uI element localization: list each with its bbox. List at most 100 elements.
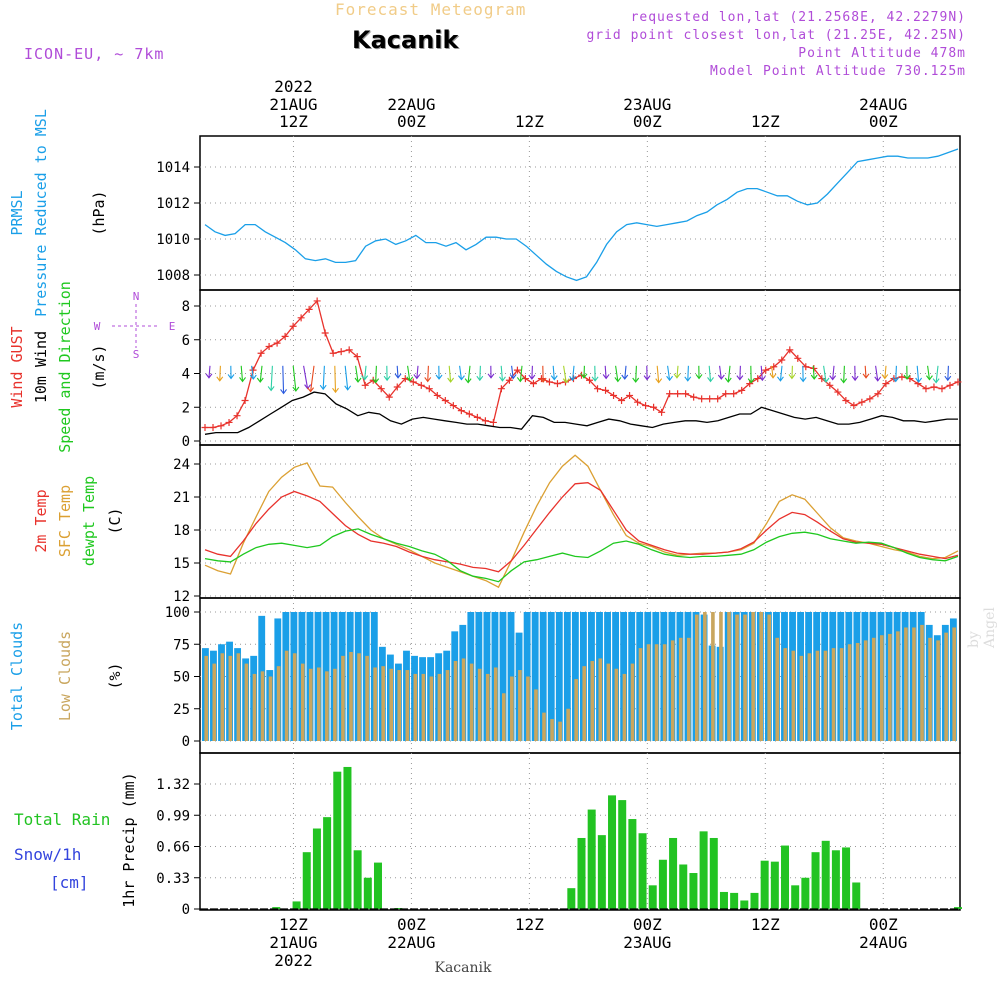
wind-arrow-head [528,374,536,380]
rain-bar [781,845,790,909]
total-cloud-bar [547,612,555,741]
rain-bar [740,900,749,909]
wind-direction-arrow [479,365,481,381]
bottom-hour-label: 00Z [397,915,426,934]
top-hour-label: 12Z [279,112,308,131]
low-cloud-bar [606,663,611,741]
low-cloud-bar [445,670,450,741]
y-tick-label: 4 [182,367,190,383]
low-cloud-bar [292,653,297,741]
low-cloud-bar [879,635,884,741]
gust-marker [353,353,361,361]
wind-direction-arrow [396,365,399,378]
series-dewpt-temp [204,528,959,583]
y-tick-label: 24 [173,457,190,473]
gust-marker [722,390,730,398]
wind-arrow-head [499,376,506,382]
panel-frame [199,135,961,291]
gust-marker [377,385,385,393]
wind-arrow-head [372,378,380,384]
wind-arrow-head [413,374,421,380]
compass-n: N [133,290,140,303]
gust-marker [634,398,642,406]
y-tick-label: 1010 [156,232,190,248]
wind-arrow-head [621,374,629,380]
y-tick-label: 75 [173,637,190,653]
low-cloud-bar [598,658,603,741]
gust-marker [858,398,866,406]
wind-arrow-head [881,374,889,380]
top-date-label: 21AUG [269,95,317,114]
footer-location: Kacanik [435,960,492,976]
rain-bar [567,888,576,909]
low-cloud-bar [952,627,956,741]
rain-bar [750,892,759,909]
low-cloud-bar [325,671,329,741]
y-tick-label: 0 [182,902,190,918]
wind-arrow-head [777,376,784,382]
low-cloud-bar [735,614,739,741]
wind-arrow-head [614,377,622,383]
wind-arrow-head [406,376,414,382]
rain-bar [821,840,830,909]
rain-bar [801,877,810,909]
wind-arrow-head [591,376,599,382]
wind-direction-arrow [552,365,555,380]
wind-direction-arrow [604,365,607,379]
gust-marker [794,354,802,362]
wind-arrow-head [383,375,391,382]
wind-arrow-head [539,377,547,383]
rain-bar [679,864,688,909]
model-label: ICON-EU, ~ 7km [24,45,165,63]
panel-label-clouds-1: Low Clouds [56,631,74,721]
wind-direction-arrow [563,365,567,383]
wind-arrow-head [509,374,517,380]
gust-marker [826,381,834,389]
gust-marker [529,380,537,388]
low-cloud-bar [888,633,892,741]
y-tick-label: 21 [173,490,190,506]
panel-unit-pressure: (hPa) [90,190,108,235]
gust-marker [241,397,249,404]
wind-direction-arrow [427,365,429,382]
low-cloud-bar [461,658,466,741]
y-tick-label: 1012 [156,196,190,212]
low-cloud-bar [871,637,876,741]
wind-arrow-head [736,375,744,381]
gust-marker [505,376,513,384]
gust-marker [642,402,650,410]
panel-label-pressure-1: Pressure Reduced to MSL [32,109,50,317]
wind-direction-arrow [240,365,244,382]
low-cloud-bar [944,632,948,741]
point-altitude: Point Altitude 478m [798,46,966,61]
wind-arrow-head [769,373,777,379]
wind-arrow-head [643,375,651,381]
gust-marker [618,397,626,404]
wind-direction-arrow [511,365,514,379]
wind-direction-arrow [884,365,887,379]
gust-marker [337,348,345,356]
wind-direction-arrow [270,365,273,391]
y-tick-label: 100 [165,605,190,621]
low-cloud-bar [831,648,836,741]
gust-marker [489,418,497,426]
snow-unit-label: [cm] [50,873,89,892]
wind-arrow-head [292,386,300,392]
rain-bar [669,837,678,909]
low-cloud-bar [429,676,434,741]
gust-marker [954,378,962,386]
rain-bar [312,828,321,909]
low-cloud-bar [485,673,490,741]
gust-marker [898,373,906,381]
low-cloud-bar [357,653,361,741]
requested-lonlat: requested lon,lat (21.2568E, 42.2279N) [630,10,966,25]
wind-direction-arrow [727,365,731,383]
bottom-hour-label: 00Z [633,915,662,934]
total-cloud-bar [571,612,579,741]
rain-bar [648,885,657,909]
low-cloud-bar [477,668,482,741]
wind-direction-arrow [375,365,377,383]
gust-marker [449,402,457,410]
wind-direction-arrow [572,365,575,381]
rain-label: Total Rain [14,810,110,829]
